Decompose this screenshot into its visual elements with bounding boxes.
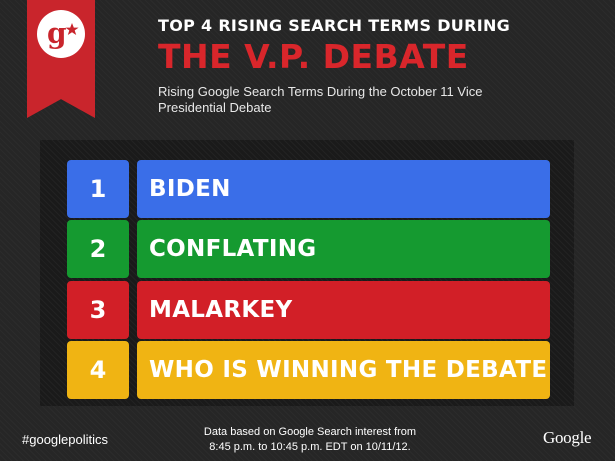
page-title-highlight: THE V.P. DEBATE — [158, 37, 469, 76]
ranking-row-2: 2 CONFLATING — [67, 220, 550, 278]
page-title: TOP 4 RISING SEARCH TERMS DURING — [158, 16, 511, 35]
rank-number: 2 — [67, 220, 129, 278]
rank-number: 4 — [67, 341, 129, 399]
google-logo: Google — [543, 428, 592, 447]
svg-text:g: g — [47, 17, 67, 50]
rank-number: 1 — [67, 160, 129, 218]
ranking-row-3: 3 MALARKEY — [67, 281, 550, 339]
rank-number: 3 — [67, 281, 129, 339]
search-term: CONFLATING — [137, 220, 550, 278]
data-source-note: Data based on Google Search interest fro… — [190, 425, 430, 455]
ranking-row-1: 1 BIDEN — [67, 160, 550, 218]
ranking-row-4: 4 WHO IS WINNING THE DEBATE — [67, 341, 550, 399]
search-term: WHO IS WINNING THE DEBATE — [137, 341, 550, 399]
page-subtitle: Rising Google Search Terms During the Oc… — [158, 84, 483, 115]
google-plus-logo-icon: g — [37, 10, 85, 58]
data-source-line-1: Data based on Google Search interest fro… — [203, 426, 417, 438]
search-term: MALARKEY — [137, 281, 550, 339]
data-source-line-2: 8:45 p.m. to 10:45 p.m. EDT on 10/11/12. — [209, 441, 411, 453]
search-term: BIDEN — [137, 160, 550, 218]
hashtag-link[interactable]: #googlepolitics — [22, 432, 109, 447]
